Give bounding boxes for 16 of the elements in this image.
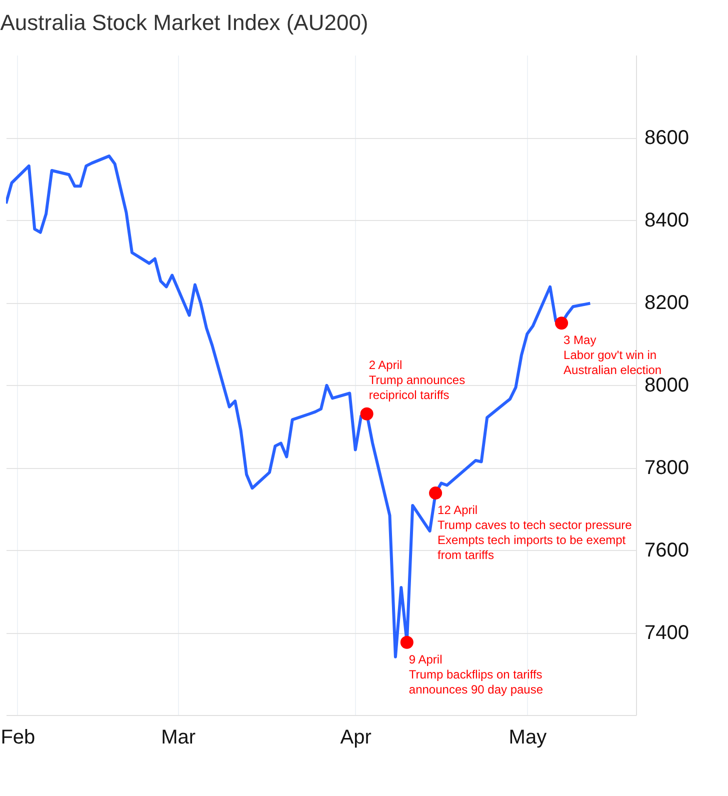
x-tick-label: Mar [161,726,196,748]
y-tick-label: 7800 [644,457,689,479]
annotation: 12 April Trump caves to tech sector pressure Exempts tech imports to be exempt from tariffs [438,503,632,562]
y-tick-label: 8400 [644,210,689,232]
y-tick-label: 7400 [644,622,689,644]
annotation: 3 May Labor gov't win in Australian election [564,333,662,378]
annotation: 9 April Trump backflips on tariffs announces 90 day pause [408,652,544,696]
x-tick-label: Apr [340,726,372,748]
x-tick-label: May [508,726,547,748]
y-tick-label: 8600 [644,127,689,149]
y-tick-label: 7600 [644,540,689,562]
y-tick-label: 8200 [644,292,689,314]
x-tick-label: Feb [0,726,36,748]
y-tick-label: 8000 [644,374,689,396]
chart-title: Australia Stock Market Index (AU200) [0,10,368,35]
annotation: 2 April Trump announces recipricol tariffs [368,358,466,402]
